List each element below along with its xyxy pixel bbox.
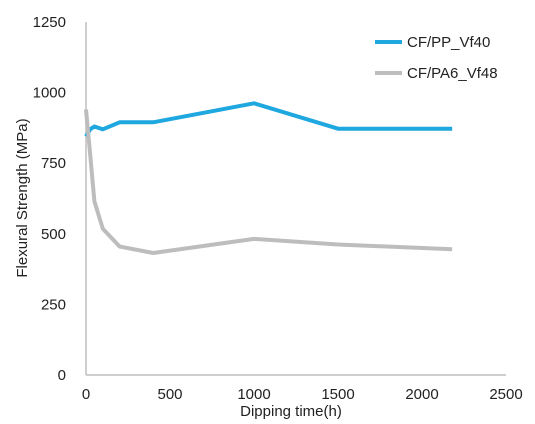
x-tick-label: 2500: [489, 386, 522, 403]
x-tick-label: 500: [157, 386, 182, 403]
x-axis-title: Dipping time(h): [240, 403, 342, 420]
y-tick-label: 1000: [33, 85, 66, 102]
y-tick-labels: 0 250 500 750 1000 1250: [33, 14, 66, 384]
y-tick-label: 250: [41, 296, 66, 313]
y-tick-label: 1250: [33, 14, 66, 31]
y-tick-label: 750: [41, 155, 66, 172]
legend-label: CF/PA6_Vf48: [407, 65, 498, 82]
series-line-2: [84, 109, 453, 255]
plot-area: [84, 22, 506, 376]
series-line-1: [84, 101, 453, 138]
y-tick-label: 0: [58, 367, 66, 384]
x-tick-label: 1000: [237, 386, 270, 403]
x-tick-label: 1500: [321, 386, 354, 403]
x-tick-label: 0: [82, 386, 90, 403]
legend: CF/PP_Vf40 CF/PA6_Vf48: [375, 34, 498, 82]
legend-label: CF/PP_Vf40: [407, 34, 490, 51]
x-tick-label: 2000: [405, 386, 438, 403]
y-tick-label: 500: [41, 226, 66, 243]
x-tick-labels: 0 500 1000 1500 2000 2500: [82, 386, 523, 403]
series-layer: [84, 101, 453, 255]
y-axis-title: Flexural Strength (MPa): [14, 118, 31, 277]
